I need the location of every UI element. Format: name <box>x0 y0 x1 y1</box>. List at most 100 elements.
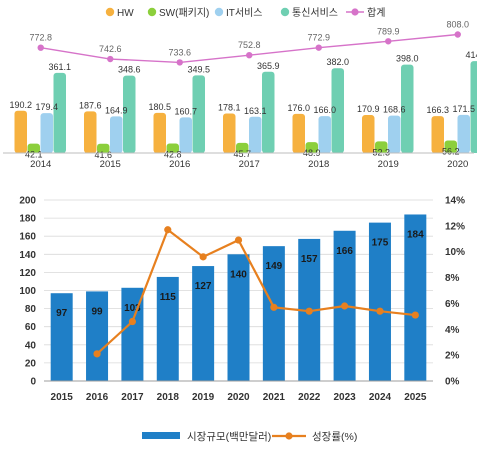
x-tick-2015: 2015 <box>100 159 121 170</box>
bar-2-2016 <box>179 117 192 153</box>
growth-point-2016 <box>93 350 101 358</box>
total-label-2015: 742.6 <box>99 44 122 54</box>
bar-3-2016 <box>192 75 205 153</box>
legend-swatch-0 <box>105 7 115 17</box>
legend-swatch-1 <box>147 7 157 17</box>
y2-tick-1: 2% <box>445 351 460 362</box>
market-bar-2018 <box>156 276 179 381</box>
legend-label-2: IT서비스 <box>226 7 263 19</box>
chart2-gridlines <box>44 199 433 364</box>
value-label-3-2015: 348.6 <box>118 65 141 75</box>
chart1-bars-layer: 190.2 42.1 179.4 361.1 187.6 41.6 164.9 348.6 18… <box>9 50 477 160</box>
bar-3-2019 <box>401 64 414 153</box>
x-tick-2020: 2020 <box>227 392 250 403</box>
total-label-2017: 752.8 <box>238 40 261 50</box>
value-label-2-2014: 179.4 <box>35 102 58 112</box>
bar-1-2018 <box>305 142 318 153</box>
value-label-2-2016: 160.7 <box>174 106 197 116</box>
y-tick-80: 80 <box>25 304 37 315</box>
total-point-2014 <box>37 44 44 51</box>
bar-1-2014 <box>27 143 40 153</box>
bar-2-2018 <box>318 116 331 153</box>
growth-point-2024 <box>376 307 384 315</box>
x-tick-2024: 2024 <box>369 392 392 403</box>
legend-label-growth: 성장률(%) <box>312 431 357 443</box>
market-bar-label-2022: 157 <box>301 254 318 265</box>
x-tick-2016: 2016 <box>169 159 190 170</box>
bar-1-2017 <box>236 142 249 153</box>
x-tick-2023: 2023 <box>333 392 356 403</box>
x-tick-2014: 2014 <box>30 159 51 170</box>
x-tick-2018: 2018 <box>308 159 329 170</box>
y2-tick-0: 0% <box>445 377 460 388</box>
bar-0-2017 <box>223 113 236 153</box>
y2-tick-7: 14% <box>445 196 465 207</box>
total-label-2018: 772.9 <box>307 33 330 43</box>
value-label-0-2018: 176.0 <box>287 103 310 113</box>
x-tick-2015: 2015 <box>51 392 74 403</box>
legend-swatch-2 <box>214 7 224 17</box>
market-size-growth-chart: 97 99 103 115 127 140 149 157 166 175 184 0 20 40 60 8… <box>19 196 465 444</box>
total-point-2018 <box>315 44 322 51</box>
y-tick-60: 60 <box>25 322 37 333</box>
value-label-2-2020: 171.5 <box>452 104 475 114</box>
market-bar-label-2016: 99 <box>91 306 103 317</box>
market-bar-label-2017: 103 <box>124 303 141 314</box>
total-point-2017 <box>246 52 253 59</box>
x-tick-2017: 2017 <box>121 392 144 403</box>
growth-point-2021 <box>270 303 278 311</box>
chart1-total-line-layer: 772.8 742.6 733.6 752.8 772.9 789.9 808.0 <box>29 20 469 66</box>
total-point-2015 <box>107 55 114 63</box>
value-label-1-2020: 56.2 <box>442 147 460 157</box>
bar-0-2020 <box>431 116 444 153</box>
bar-0-2016 <box>153 112 166 153</box>
value-label-1-2019: 52.3 <box>372 147 390 157</box>
value-label-2-2019: 168.6 <box>383 105 406 115</box>
chart1-legend: HW SW(패키지) IT서비스 통신서비스 합계 <box>105 7 385 19</box>
market-bar-label-2018: 115 <box>160 292 177 303</box>
it-market-composition-chart: HW SW(패키지) IT서비스 통신서비스 합계 772.8 742.6 733.6 752… <box>3 7 477 170</box>
x-tick-2022: 2022 <box>298 392 321 403</box>
bar-2-2017 <box>249 116 262 153</box>
market-bar-label-2021: 149 <box>266 261 283 272</box>
bar-0-2018 <box>292 113 305 153</box>
market-bar-2020 <box>227 254 250 381</box>
y-tick-180: 180 <box>19 214 36 225</box>
x-tick-2019: 2019 <box>378 159 399 170</box>
market-bar-label-2020: 140 <box>230 269 247 280</box>
bar-0-2015 <box>84 111 97 153</box>
growth-point-2017 <box>128 317 137 326</box>
value-label-0-2014: 190.2 <box>9 100 32 110</box>
value-label-3-2016: 349.5 <box>187 64 210 74</box>
value-label-2-2018: 166.0 <box>313 105 336 115</box>
total-point-2020 <box>454 31 461 38</box>
legend-swatch-3 <box>280 7 290 17</box>
value-label-3-2019: 398.0 <box>396 54 419 64</box>
y2-tick-4: 8% <box>445 273 460 284</box>
growth-line <box>96 227 416 355</box>
market-bar-2015 <box>50 293 73 381</box>
value-label-1-2017: 45.7 <box>233 149 251 159</box>
x-tick-2018: 2018 <box>157 392 180 403</box>
total-label-2014: 772.8 <box>29 33 52 43</box>
legend-swatch-market <box>142 432 180 439</box>
growth-point-2018 <box>164 226 172 234</box>
bar-3-2015 <box>123 75 136 153</box>
value-label-3-2020: 414.0 <box>465 50 477 60</box>
legend-label-1: SW(패키지) <box>159 7 209 19</box>
bar-0-2019 <box>362 115 375 153</box>
bar-3-2014 <box>53 72 66 153</box>
growth-point-2019 <box>199 253 207 261</box>
bar-1-2020 <box>444 140 457 153</box>
market-bar-2024 <box>368 222 391 381</box>
legend-label-0: HW <box>117 8 134 19</box>
total-label-2016: 733.6 <box>168 47 191 57</box>
bar-2-2019 <box>388 115 401 153</box>
value-label-2-2017: 163.1 <box>244 106 267 116</box>
growth-point-2025 <box>411 311 419 319</box>
market-bar-label-2015: 97 <box>56 308 68 319</box>
total-label-2020: 808.0 <box>446 20 469 30</box>
bar-2-2020 <box>457 114 470 153</box>
bar-3-2017 <box>262 71 275 153</box>
y2-tick-6: 12% <box>445 221 465 232</box>
